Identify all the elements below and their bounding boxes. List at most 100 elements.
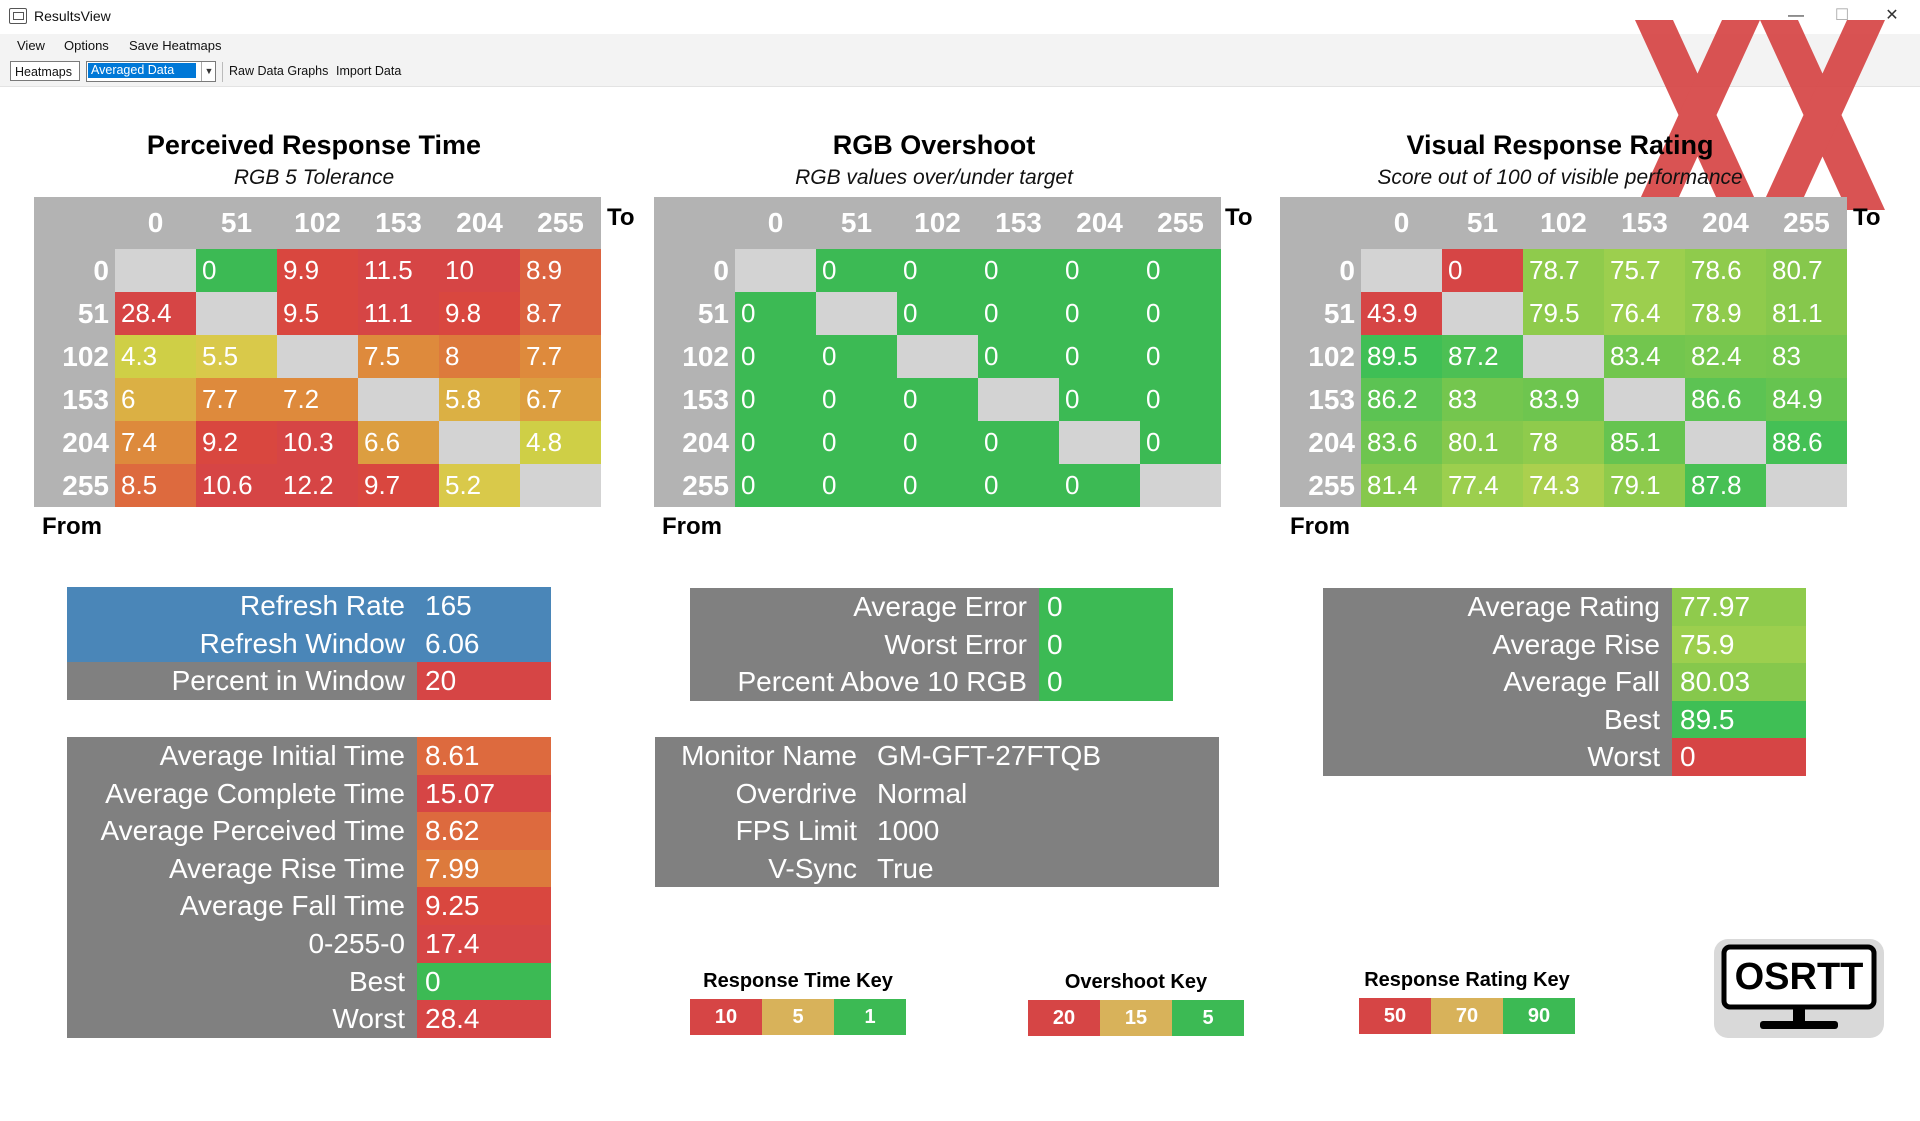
stat-label: Refresh Rate [67,587,417,625]
heatmap-cell: 0 [978,335,1059,378]
heatmap-cell: 0 [735,292,816,335]
window-title: ResultsView [34,8,111,24]
minimize-button[interactable]: — [1788,7,1804,24]
heatmap-cell: 4.8 [520,421,601,464]
stat-row: Refresh Rate 165 [67,587,551,625]
stat-row: Worst 28.4 [67,1000,551,1038]
row-header: 102 [1280,335,1361,378]
heatmap-cell: 0 [1140,292,1221,335]
data-mode-selected-value[interactable]: Averaged Data [88,63,196,78]
heatmap-cell: 78.7 [1523,249,1604,292]
row-header: 102 [34,335,115,378]
column-header: 51 [816,197,897,249]
stat-label: Average Initial Time [67,737,417,775]
row-header: 255 [654,464,735,507]
heatmap-cell: 84.9 [1766,378,1847,421]
key-swatch: 90 [1503,998,1575,1034]
toolbar [0,58,1920,87]
key-swatch: 10 [690,999,762,1035]
empty-cell [277,335,358,378]
stat-row: V-Sync True [655,849,1219,888]
heatmap-cell: 79.1 [1604,464,1685,507]
key-swatches: 10 5 1 [690,999,906,1035]
overshoot-key: Overshoot Key 20 15 5 [1028,971,1244,1036]
heatmap-cell: 0 [816,335,897,378]
menu-view[interactable]: View [17,38,45,53]
stat-label: Average Perceived Time [67,812,417,850]
stat-value: 0 [1672,738,1806,776]
heatmap-cell: 0 [978,249,1059,292]
heatmap-cell: 0 [1059,292,1140,335]
heatmap-cell: 0 [816,378,897,421]
heatmap-cell: 0 [1140,249,1221,292]
chevron-down-icon[interactable]: ▼ [201,62,216,81]
empty-cell [735,249,816,292]
close-button[interactable]: ✕ [1885,7,1899,24]
heatmap-title: Perceived Response Time [146,130,482,160]
stat-row: Monitor Name GM-GFT-27FTQB [655,737,1219,775]
row-header: 51 [654,292,735,335]
empty-cell [1140,464,1221,507]
heatmap-cell: 6 [115,378,196,421]
from-axis-label: From [662,513,722,540]
import-data-button[interactable]: Import Data [336,64,402,78]
menu-bar [0,34,1920,58]
stat-value: 0 [1039,588,1173,626]
heatmap-cell: 6.6 [358,421,439,464]
empty-cell [1523,335,1604,378]
stat-value: 0 [417,962,551,1001]
error-stats-table: Average Error 0 Worst Error 0 Percent Above … [690,588,1173,701]
rgb-overshoot-heatmap: 0 51 102 153 204 255 0 0 0 0 0 0 51 0 0 0 0 0 102 0 0 0 0 0 153 0… [654,197,1221,507]
heatmap-cell: 79.5 [1523,292,1604,335]
heatmap-cell: 10.6 [196,464,277,507]
key-title: Overshoot Key [1064,971,1208,993]
stat-label: Best [67,962,417,1001]
heatmap-cell: 12.2 [277,464,358,507]
heatmap-cell: 11.5 [358,249,439,292]
grid-corner [654,197,735,249]
empty-cell [1059,421,1140,464]
heatmap-title: RGB Overshoot [832,130,1036,160]
stat-label: 0-255-0 [67,924,417,963]
column-header: 153 [358,197,439,249]
heatmap-cell: 28.4 [115,292,196,335]
row-header: 0 [1280,249,1361,292]
heatmap-cell: 0 [1140,421,1221,464]
heatmap-cell: 76.4 [1604,292,1685,335]
empty-cell [1604,378,1685,421]
heatmap-cell: 0 [978,464,1059,507]
menu-save-heatmaps[interactable]: Save Heatmaps [129,38,222,53]
column-header: 255 [1766,197,1847,249]
stat-row: Average Rise 75.9 [1323,625,1806,664]
row-header: 255 [1280,464,1361,507]
response-rating-key: Response Rating Key 50 70 90 [1359,969,1575,1034]
heatmaps-tab-button[interactable]: Heatmaps [10,61,80,81]
key-swatch: 70 [1431,998,1503,1034]
column-header: 204 [1685,197,1766,249]
heatmap-cell: 10.3 [277,421,358,464]
heatmap-cell: 87.8 [1685,464,1766,507]
stat-value: 1000 [869,812,1219,850]
stat-row: Average Fall 80.03 [1323,663,1806,701]
heatmap-cell: 43.9 [1361,292,1442,335]
heatmap-cell: 11.1 [358,292,439,335]
stat-label: Average Fall Time [67,887,417,925]
column-header: 51 [196,197,277,249]
raw-data-graphs-button[interactable]: Raw Data Graphs [229,64,329,78]
stat-row: Average Perceived Time 8.62 [67,812,551,850]
heatmap-cell: 74.3 [1523,464,1604,507]
stat-label: Worst [1323,738,1672,776]
heatmap-cell: 78 [1523,421,1604,464]
maximize-button[interactable]: ☐ [1834,7,1850,24]
heatmap-cell: 0 [735,421,816,464]
heatmap-cell: 9.8 [439,292,520,335]
menu-options[interactable]: Options [64,38,109,53]
grid-corner [34,197,115,249]
stat-row: Average Rating 77.97 [1323,588,1806,626]
heatmap-cell: 0 [897,464,978,507]
heatmap-cell: 85.1 [1604,421,1685,464]
heatmap-cell: 81.1 [1766,292,1847,335]
column-header: 102 [277,197,358,249]
from-axis-label: From [1290,513,1350,540]
stat-label: Worst [67,1000,417,1038]
